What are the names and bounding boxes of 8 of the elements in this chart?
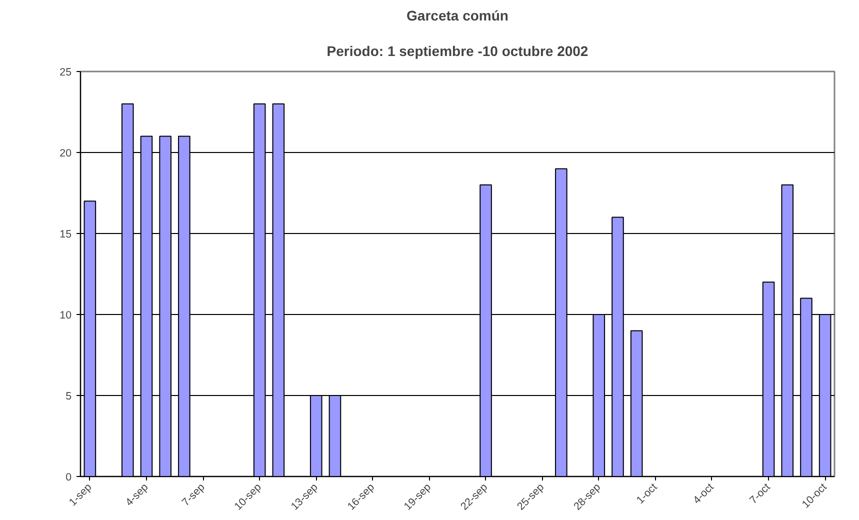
y-tick-label: 15 (60, 228, 72, 240)
y-tick-label: 20 (60, 148, 72, 160)
chart-title: Garceta común (406, 8, 508, 24)
y-tick-label: 25 (60, 66, 72, 78)
y-tick-label: 10 (60, 310, 72, 322)
y-tick-label: 5 (66, 390, 72, 402)
chart-subtitle: Periodo: 1 septiembre -10 octubre 2002 (326, 43, 588, 59)
y-tick-label: 0 (66, 472, 72, 484)
